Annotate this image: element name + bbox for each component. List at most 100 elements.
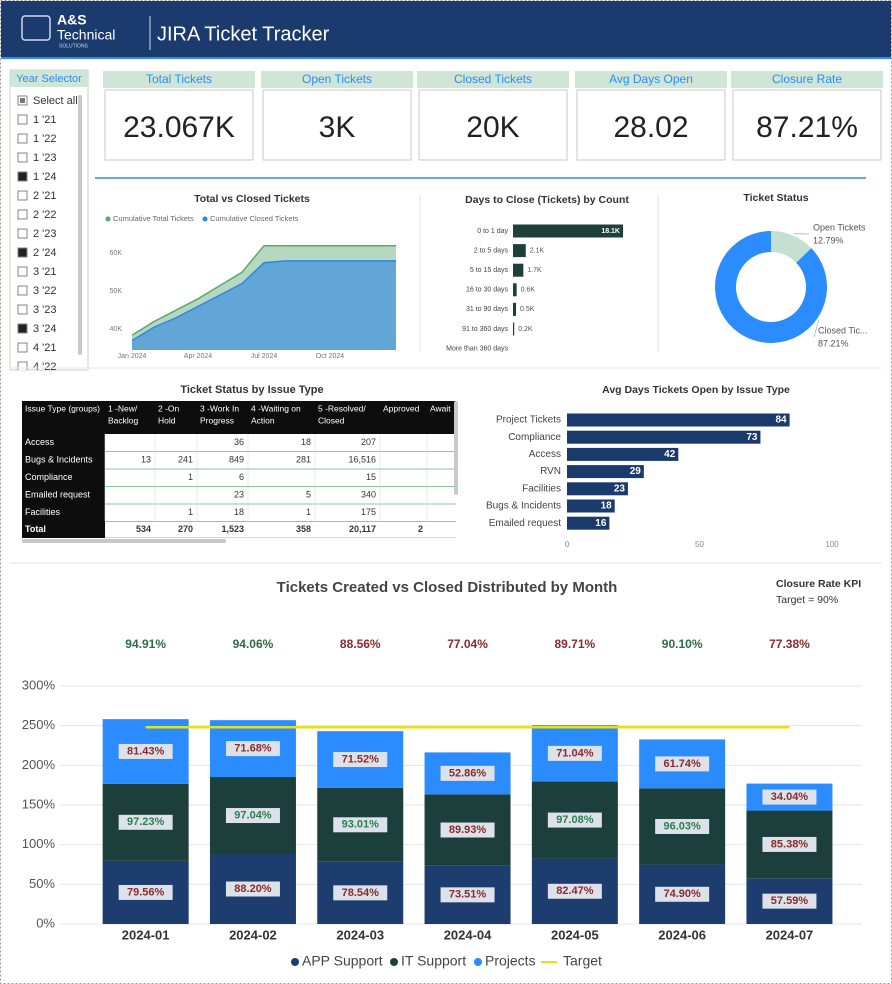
checkbox [17, 152, 28, 163]
value-label: 84 [775, 415, 787, 426]
bar [513, 224, 623, 238]
table-cell: 849 [229, 455, 244, 465]
value-label: 61.74% [663, 758, 701, 770]
bar [567, 430, 761, 444]
status-table: Issue Type (groups) 1 -New/Backlog 2 -On Ho… [22, 401, 456, 538]
table-scrollbar[interactable] [454, 401, 458, 495]
slice-value: 87.21% [818, 338, 849, 348]
legend-marker [474, 958, 482, 966]
row-label: Total [25, 524, 46, 534]
logo-sub: Technical [57, 27, 115, 43]
year-option[interactable]: 1 '24 [33, 171, 57, 183]
row-label: Compliance [25, 472, 73, 482]
table-cell: 1 [188, 507, 193, 517]
year-option[interactable]: 3 '22 [33, 285, 57, 297]
category-label: Emailed request [489, 518, 561, 529]
checkbox-mark [18, 248, 27, 257]
chart-title: Tickets Created vs Closed Distributed by… [277, 579, 618, 596]
kpi-header [261, 71, 413, 88]
row-label-bg [22, 521, 105, 538]
value-label: 85.38% [771, 838, 809, 850]
table-cell: 1 [306, 507, 311, 517]
category-label: Facilities [522, 483, 561, 494]
x-tick-label: 2024-02 [229, 927, 277, 942]
closure-rate: 77.38% [769, 637, 810, 651]
value-label: 0.6K [521, 287, 536, 294]
year-option[interactable]: Select all [33, 95, 78, 107]
year-option[interactable]: 3 '23 [33, 304, 57, 316]
x-tick-label: 2024-01 [122, 927, 170, 942]
value-label: 74.90% [663, 888, 701, 900]
column-header: 2 -On [158, 403, 180, 413]
checkbox [17, 285, 28, 296]
year-option[interactable]: 3 '24 [33, 323, 57, 335]
year-option[interactable]: 1 '22 [33, 133, 57, 145]
year-option[interactable]: 2 '23 [33, 228, 57, 240]
value-label: 97.04% [234, 809, 272, 821]
kpi-card [732, 89, 882, 161]
checkbox-mark [20, 98, 25, 103]
category-label: 2 to 5 days [474, 247, 509, 254]
value-label: 71.68% [234, 743, 272, 755]
checkbox-mark [18, 324, 27, 333]
value-label: 71.04% [556, 747, 594, 759]
kpi-value: 3K [319, 111, 356, 144]
value-label: 18 [601, 501, 613, 512]
x-tick-label: 0 [565, 540, 570, 549]
table-cell: 281 [296, 455, 311, 465]
year-option[interactable]: 2 '21 [33, 190, 57, 202]
year-option[interactable]: 4 '21 [33, 342, 57, 354]
bar [567, 447, 679, 461]
table-scrollbar[interactable] [22, 539, 226, 543]
year-option[interactable]: 1 '23 [33, 152, 57, 164]
bar [567, 465, 644, 479]
kpi-label: Closure Rate [772, 72, 842, 86]
column-header: Await [430, 403, 451, 413]
category-label: Project Tickets [496, 415, 561, 426]
row-label-bg [22, 469, 105, 487]
value-label-bg [547, 745, 602, 761]
legend-label: Cumulative Total Tickets [113, 214, 194, 223]
closure-rate: 77.04% [447, 637, 488, 651]
table-cell: 2 [418, 524, 423, 534]
header-rule [1, 57, 891, 59]
value-label-bg [547, 883, 602, 899]
value-label: 29 [630, 466, 642, 477]
category-label: RVN [540, 466, 561, 477]
column-header: Issue Type (groups) [25, 403, 100, 413]
y-tick-label: 150% [22, 796, 56, 811]
kpi-value: 87.21% [756, 111, 858, 144]
category-label: 91 to 360 days [462, 326, 508, 333]
value-label-bg [118, 814, 173, 830]
value-label-bg [655, 818, 710, 834]
checkbox [17, 228, 28, 239]
bar [513, 244, 526, 258]
value-label: 34.04% [771, 791, 809, 803]
value-label-bg [655, 886, 710, 902]
legend-marker [202, 216, 208, 222]
x-tick-label: 2024-06 [658, 927, 706, 942]
legend-label: Target [563, 953, 602, 969]
bar [513, 302, 517, 316]
year-option[interactable]: 2 '22 [33, 209, 57, 221]
year-option[interactable]: 1 '21 [33, 114, 57, 126]
kpi-label: Open Tickets [302, 72, 372, 86]
year-option[interactable]: 4 '22 [33, 361, 57, 373]
value-label-bg [118, 743, 173, 759]
category-label: 31 to 90 days [466, 306, 509, 313]
value-label-bg [225, 741, 280, 757]
category-label: Compliance [508, 432, 561, 443]
year-option[interactable]: 2 '24 [33, 247, 57, 259]
value-label: 81.43% [127, 745, 165, 757]
bar [567, 499, 615, 513]
year-option[interactable]: 3 '21 [33, 266, 57, 278]
kpi-value: 28.02 [613, 111, 688, 144]
checkbox [17, 361, 28, 370]
scrollbar[interactable] [78, 95, 82, 355]
value-label: 97.08% [556, 814, 594, 826]
x-tick-label: Jan 2024 [118, 353, 147, 360]
x-tick-label: 100 [825, 540, 839, 549]
value-label-bg [118, 884, 173, 900]
value-label: 18.1K [601, 228, 620, 235]
